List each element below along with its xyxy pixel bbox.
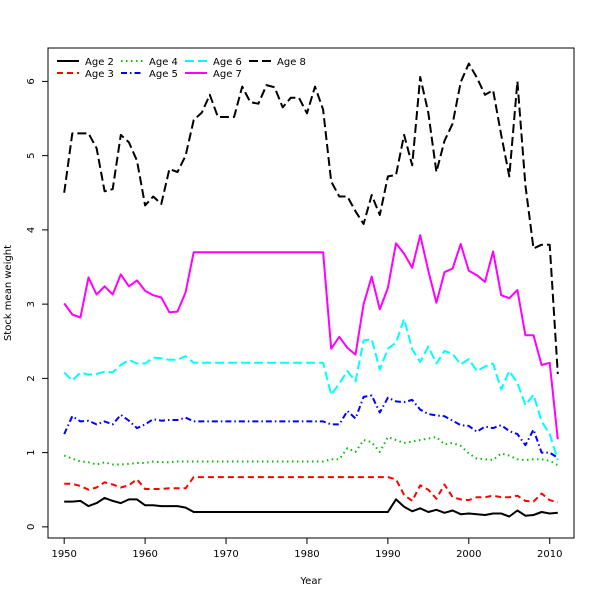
legend-label: Age 5: [149, 69, 178, 80]
y-tick-label: 3: [26, 301, 37, 307]
y-tick-label: 2: [26, 375, 37, 381]
series-line-age-6: [63, 318, 559, 461]
series-line-age-8: [63, 62, 559, 374]
y-axis-title: Stock mean weight: [3, 245, 14, 341]
legend-label: Age 4: [149, 57, 178, 68]
x-axis-title: Year: [299, 576, 322, 587]
series-line-age-7: [63, 234, 559, 440]
series-line-age-2: [64, 496, 558, 518]
y-tick-label: 0: [26, 524, 37, 530]
x-tick-label: 1980: [294, 549, 319, 560]
x-tick-label: 1990: [375, 549, 400, 560]
series-layer: [63, 62, 559, 518]
series-line-age-5: [63, 394, 559, 459]
x-tick-label: 2010: [537, 549, 562, 560]
y-tick-label: 6: [26, 78, 37, 84]
x-tick-label: 1950: [51, 549, 76, 560]
x-tick-label: 2000: [456, 549, 481, 560]
y-axis: 0 1 2 3 4 5 6: [26, 78, 48, 530]
x-tick-label: 1960: [132, 549, 157, 560]
y-tick-label: 4: [26, 227, 37, 233]
series-line-age-3: [64, 476, 559, 504]
x-tick-label: 1970: [213, 549, 238, 560]
legend-label: Age 3: [85, 69, 114, 80]
y-tick-label: 5: [26, 152, 37, 158]
legend-label: Age 8: [277, 57, 306, 68]
legend-label: Age 2: [85, 57, 114, 68]
plot-frame: [47, 47, 575, 539]
legend-label: Age 7: [213, 69, 242, 80]
x-axis: 1950 1960 1970 1980 1990 2000 2010: [51, 538, 562, 560]
y-tick-label: 1: [26, 449, 37, 455]
series-line-age-4: [63, 436, 559, 467]
legend-label: Age 6: [213, 57, 242, 68]
